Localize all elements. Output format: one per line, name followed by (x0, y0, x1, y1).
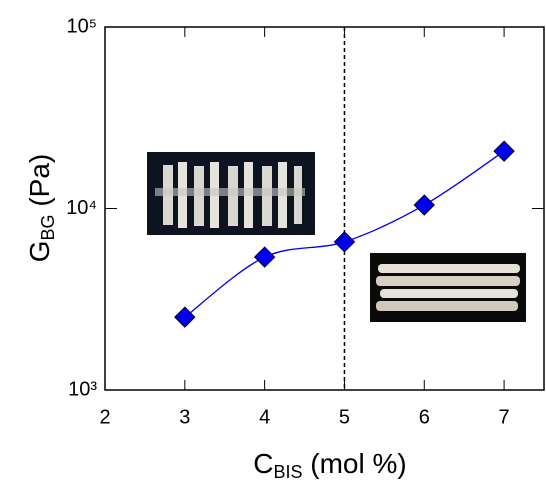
x-tick-label: 4 (259, 406, 270, 428)
axis-title-main: G (24, 240, 55, 262)
axis-title: CBIS (mol %) (253, 448, 406, 480)
x-tick-label: 5 (339, 406, 350, 428)
x-tick-label: 6 (419, 406, 430, 428)
data-point (413, 194, 435, 216)
axis-title-rest: (Pa) (24, 154, 55, 215)
y-tick-label: 10⁴ (66, 197, 97, 219)
data-point (174, 306, 196, 328)
axis-title-rest: (mol %) (303, 448, 407, 479)
axis-title-sub: BG (38, 214, 58, 240)
x-tick-label: 7 (499, 406, 510, 428)
data-point (253, 246, 276, 268)
y-tick-label: 10⁵ (66, 15, 97, 37)
data-point (493, 140, 515, 162)
axis-title: GBG (Pa) (24, 154, 57, 262)
inset-photo-right (370, 253, 526, 322)
inset-photo-left (147, 152, 315, 235)
y-tick-label: 10³ (68, 378, 97, 400)
data-point (333, 231, 356, 253)
axis-title-sub: BIS (273, 462, 302, 480)
axis-title-main: C (253, 448, 273, 479)
x-tick-label: 2 (99, 406, 110, 428)
x-tick-label: 3 (179, 406, 190, 428)
